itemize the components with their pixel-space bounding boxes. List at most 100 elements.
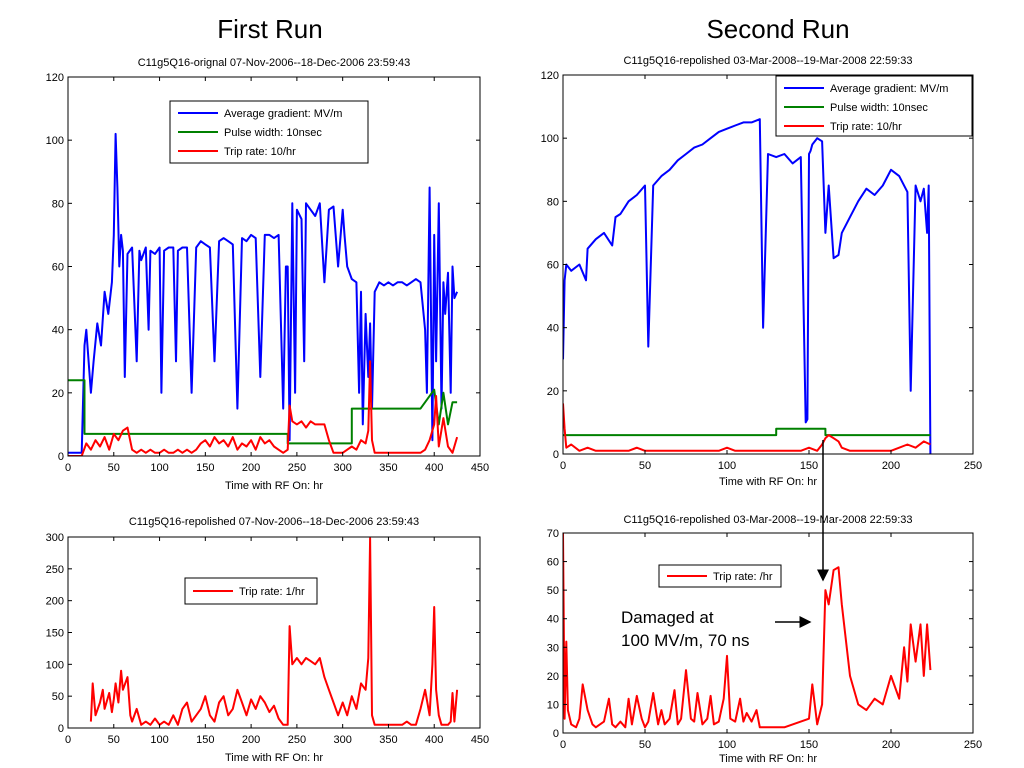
x-tick-label: 300: [333, 462, 351, 474]
series-line-0: [89, 537, 459, 726]
x-tick-label: 100: [150, 734, 168, 746]
series-line-0: [563, 118, 932, 454]
x-tick-label: 250: [288, 462, 306, 474]
x-tick-label: 150: [800, 460, 818, 472]
x-tick-label: 100: [718, 460, 736, 472]
x-tick-label: 350: [379, 734, 397, 746]
x-tick-label: 150: [800, 739, 818, 751]
x-tick-label: 200: [882, 460, 900, 472]
x-tick-label: 50: [108, 734, 120, 746]
y-tick-label: 120: [46, 72, 64, 84]
y-tick-label: 20: [52, 388, 64, 400]
y-tick-label: 60: [52, 262, 64, 274]
x-tick-label: 400: [425, 462, 443, 474]
x-tick-label: 200: [242, 734, 260, 746]
plot-frame: [562, 532, 974, 734]
chart-title: C11g5Q16-repolished 07-Nov-2006--18-Dec-…: [129, 516, 419, 528]
y-tick-label: 40: [547, 614, 559, 626]
legend-entry-1: Pulse width: 10nsec: [224, 127, 322, 139]
x-axis-label: Time with RF On: hr: [225, 752, 323, 764]
series-line-2: [68, 360, 459, 456]
chart-title: C11g5Q16-repolished 03-Mar-2008--19-Mar-…: [623, 55, 912, 67]
series-line-0: [563, 533, 932, 729]
y-tick-label: 80: [547, 196, 559, 208]
legend-entry-2: Trip rate: 10/hr: [830, 121, 902, 133]
y-tick-label: 0: [58, 451, 64, 463]
x-tick-label: 0: [560, 739, 566, 751]
y-tick-label: 30: [547, 642, 559, 654]
legend-entry-0: Average gradient: MV/m: [830, 83, 948, 95]
y-tick-label: 0: [58, 723, 64, 735]
y-tick-label: 80: [52, 198, 64, 210]
y-tick-label: 70: [547, 528, 559, 540]
chart-first-bottom: C11g5Q16-repolished 07-Nov-2006--18-Dec-…: [46, 516, 490, 764]
y-tick-label: 0: [553, 728, 559, 740]
chart-second-bottom: C11g5Q16-repolished 03-Mar-2008--19-Mar-…: [547, 514, 982, 765]
y-tick-label: 20: [547, 386, 559, 398]
legend-entry-1: Pulse width: 10nsec: [830, 102, 928, 114]
y-tick-label: 60: [547, 557, 559, 569]
chart-title: C11g5Q16-orignal 07-Nov-2006--18-Dec-200…: [138, 57, 411, 69]
x-tick-label: 250: [964, 460, 982, 472]
x-tick-label: 50: [639, 739, 651, 751]
y-tick-label: 60: [547, 260, 559, 272]
y-tick-label: 120: [541, 70, 559, 82]
x-tick-label: 350: [379, 462, 397, 474]
legend-entry-0: Average gradient: MV/m: [224, 108, 342, 120]
x-axis-label: Time with RF On: hr: [225, 480, 323, 492]
legend: Average gradient: MV/m Pulse width: 10nse…: [775, 75, 973, 137]
x-tick-label: 100: [150, 462, 168, 474]
series-line-2: [563, 403, 931, 452]
series-group: [89, 537, 459, 726]
y-tick-label: 100: [46, 659, 64, 671]
x-tick-label: 300: [333, 734, 351, 746]
y-tick-label: 10: [547, 699, 559, 711]
damage-annotation: Damaged at 100 MV/m, 70 ns: [621, 440, 829, 650]
x-tick-label: 150: [196, 462, 214, 474]
y-tick-label: 300: [46, 532, 64, 544]
x-tick-label: 0: [65, 734, 71, 746]
x-tick-label: 200: [882, 739, 900, 751]
series-group: [563, 533, 932, 729]
annotation-line1: Damaged at: [621, 608, 714, 627]
y-tick-label: 250: [46, 564, 64, 576]
annotation-line2: 100 MV/m, 70 ns: [621, 631, 750, 650]
y-tick-label: 200: [46, 596, 64, 608]
y-tick-label: 20: [547, 671, 559, 683]
chart-second-top: C11g5Q16-repolished 03-Mar-2008--19-Mar-…: [541, 55, 983, 488]
x-tick-label: 400: [425, 734, 443, 746]
x-tick-label: 0: [560, 460, 566, 472]
series-line-1: [68, 379, 458, 445]
x-tick-label: 50: [108, 462, 120, 474]
x-tick-label: 450: [471, 462, 489, 474]
x-tick-label: 250: [288, 734, 306, 746]
legend-entry-0: Trip rate: 1/hr: [239, 586, 305, 598]
y-tick-label: 40: [547, 323, 559, 335]
chart-first-top: C11g5Q16-orignal 07-Nov-2006--18-Dec-200…: [46, 57, 490, 492]
x-tick-label: 100: [718, 739, 736, 751]
chart-title: C11g5Q16-repolished 03-Mar-2008--19-Mar-…: [623, 514, 912, 526]
y-tick-label: 40: [52, 325, 64, 337]
legend: Average gradient: MV/m Pulse width: 10nse…: [169, 100, 369, 164]
y-tick-label: 150: [46, 628, 64, 640]
legend-entry-0: Trip rate: /hr: [713, 571, 773, 583]
series-line-1: [563, 427, 931, 437]
legend: Trip rate: /hr: [658, 564, 782, 588]
series-group: [68, 132, 459, 456]
x-axis-label: Time with RF On: hr: [719, 753, 817, 765]
y-tick-label: 100: [541, 133, 559, 145]
legend: Trip rate: 1/hr: [184, 577, 318, 605]
x-tick-label: 450: [471, 734, 489, 746]
legend-box: [658, 564, 782, 588]
x-tick-label: 50: [639, 460, 651, 472]
series-group: [563, 118, 932, 454]
y-tick-label: 0: [553, 449, 559, 461]
second-run-heading: Second Run: [706, 14, 850, 44]
x-tick-label: 0: [65, 462, 71, 474]
x-tick-label: 200: [242, 462, 260, 474]
x-tick-label: 250: [964, 739, 982, 751]
y-tick-label: 50: [52, 691, 64, 703]
legend-entry-2: Trip rate: 10/hr: [224, 146, 296, 158]
first-run-heading: First Run: [217, 14, 323, 44]
